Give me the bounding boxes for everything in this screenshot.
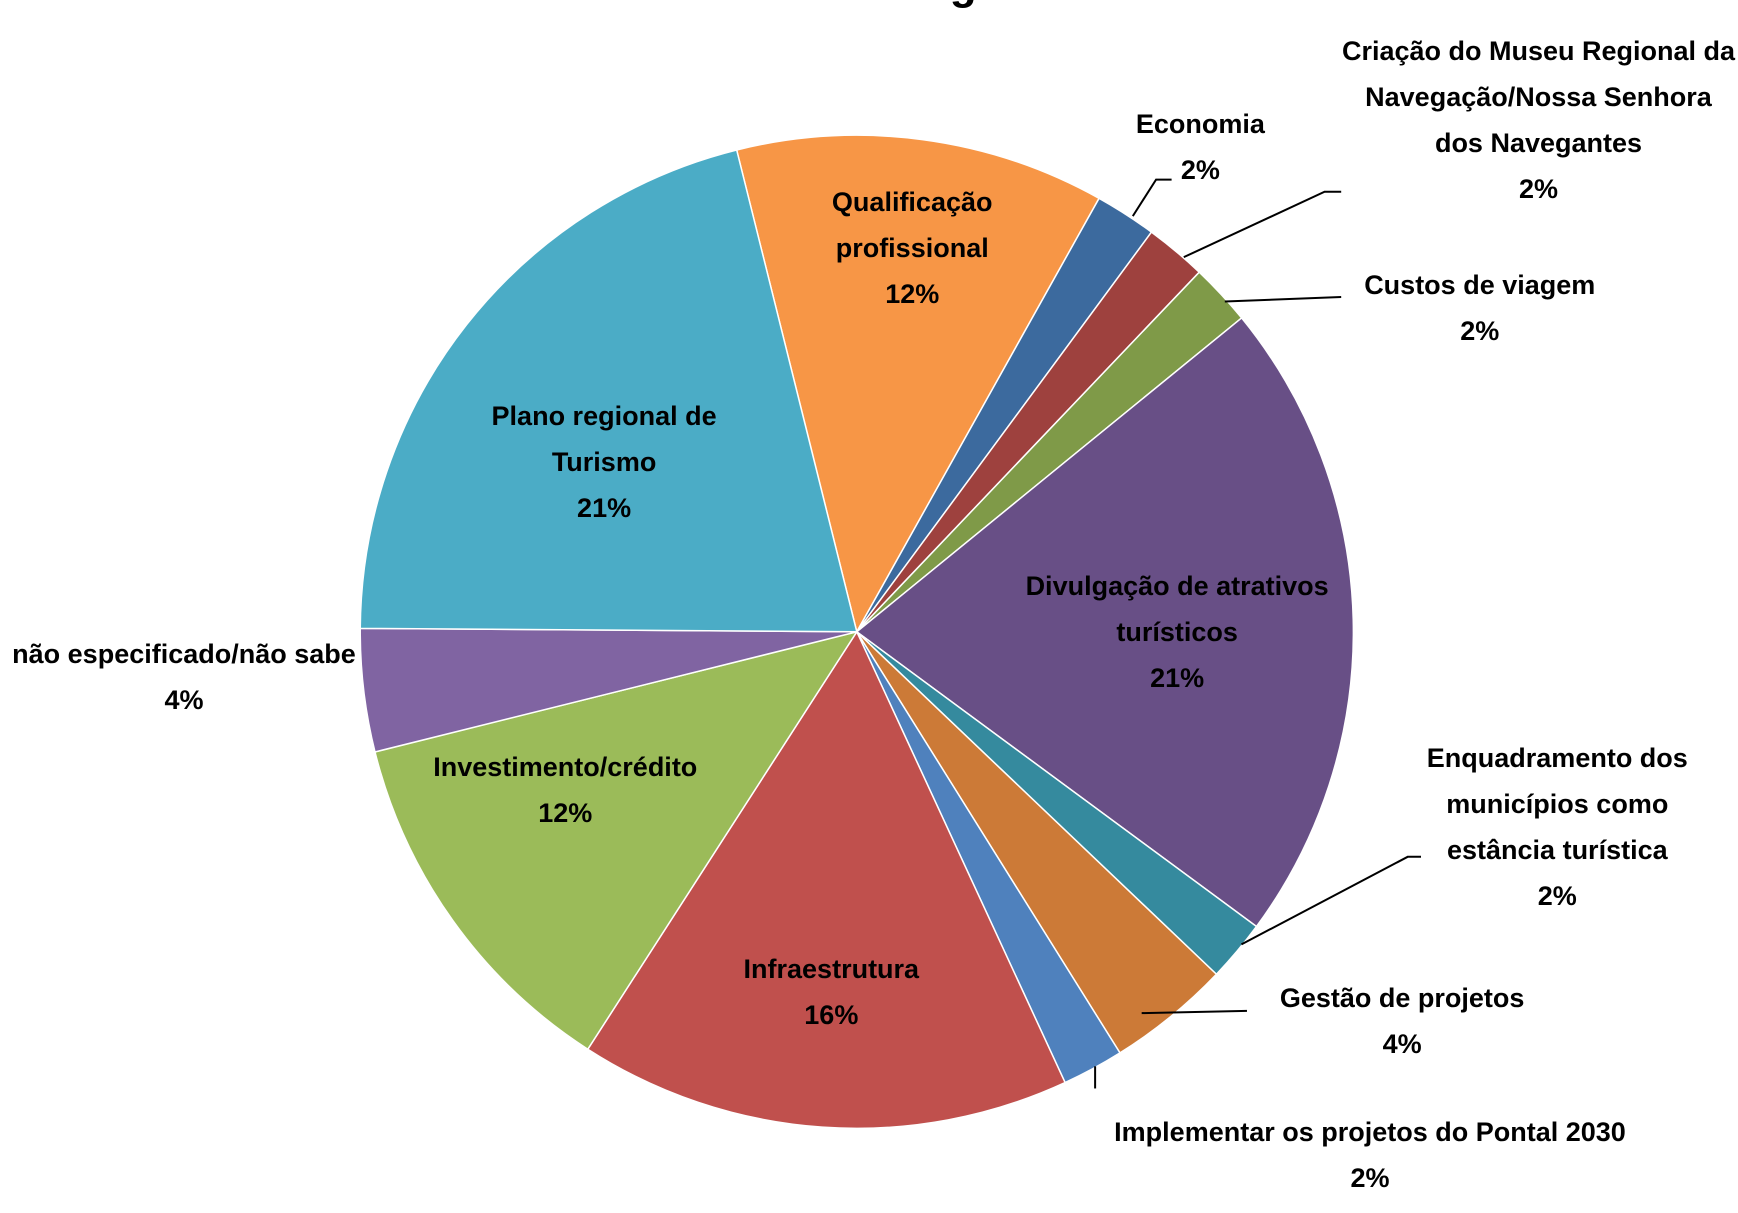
- data-label: Infraestrutura 16%: [687, 946, 975, 1038]
- leader-line: [1131, 178, 1172, 217]
- value-label: 16%: [804, 1000, 859, 1031]
- category-label: Investimento/crédito: [433, 752, 698, 783]
- pie-slice: [855, 316, 1355, 928]
- category-label: Gestão de projetos: [1279, 982, 1525, 1013]
- leader-line: [1141, 1009, 1247, 1015]
- category-label: Divulgação de atrativos turísticos: [1025, 570, 1329, 647]
- pie-slice: [359, 149, 858, 633]
- pie-slice: [586, 630, 1067, 1130]
- pie-slice: [735, 134, 1101, 634]
- category-label: Qualificação profissional: [831, 187, 993, 264]
- chart-title: turismo na região?: [0, 0, 1738, 10]
- value-label: 2%: [1350, 1162, 1390, 1193]
- value-label: 2%: [1537, 880, 1577, 911]
- data-label: Economia 2%: [1090, 101, 1312, 193]
- category-label: Criação do Museu Regional da Navegação/N…: [1341, 35, 1736, 158]
- leader-line: [1183, 190, 1342, 259]
- data-label: Divulgação de atrativos turísticos 21%: [1022, 563, 1332, 701]
- category-label: não especificado/não sabe: [12, 639, 356, 670]
- leader-line: [1240, 855, 1421, 946]
- data-label: Gestão de projetos 4%: [1236, 975, 1569, 1067]
- category-label: Plano regional de Turismo: [491, 401, 717, 478]
- data-label: Plano regional de Turismo 21%: [460, 393, 748, 531]
- value-label: 4%: [1382, 1028, 1422, 1059]
- value-label: 12%: [538, 798, 593, 829]
- category-label: Economia: [1135, 109, 1265, 140]
- pie-slice: [374, 630, 859, 1051]
- value-label: 2%: [1518, 173, 1558, 204]
- leader-line: [1224, 296, 1342, 303]
- value-label: 2%: [1460, 316, 1500, 347]
- value-label: 12%: [885, 279, 940, 310]
- category-label: Implementar os projetos do Pontal 2030: [1114, 1116, 1626, 1147]
- category-label: Custos de viagem: [1364, 270, 1596, 301]
- data-label: Criação do Museu Regional da Navegação/N…: [1339, 28, 1738, 212]
- value-label: 21%: [577, 493, 632, 524]
- value-label: 21%: [1150, 662, 1205, 693]
- value-label: 2%: [1180, 155, 1220, 186]
- data-label: Investimento/crédito 12%: [382, 744, 748, 836]
- data-label: Qualificação profissional 12%: [801, 179, 1023, 317]
- data-label: Implementar os projetos do Pontal 2030 2%: [1098, 1109, 1641, 1201]
- data-label: Custos de viagem 2%: [1325, 262, 1635, 354]
- data-label: Enquadramento dos municípios como estânc…: [1391, 735, 1724, 919]
- data-label: não especificado/não sabe 4%: [1, 631, 367, 723]
- category-label: Enquadramento dos municípios como estânc…: [1426, 742, 1688, 865]
- value-label: 4%: [164, 685, 204, 716]
- category-label: Infraestrutura: [743, 954, 920, 985]
